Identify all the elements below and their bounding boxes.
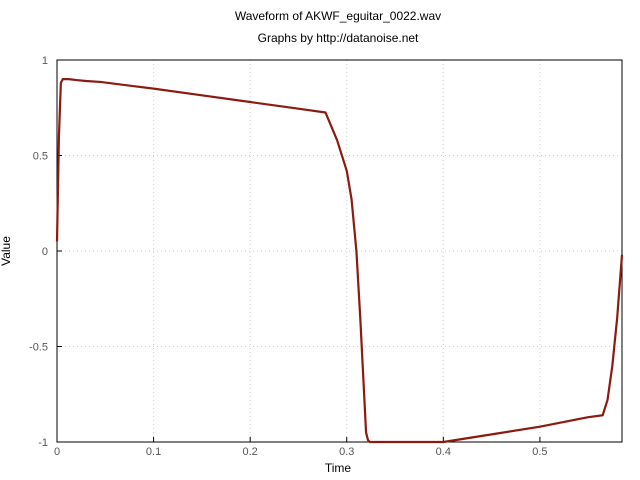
- x-tick-label: 0.2: [243, 446, 258, 458]
- y-tick-label: 0.5: [33, 151, 48, 163]
- x-tick-label: 0.1: [146, 446, 161, 458]
- chart-subtitle: Graphs by http://datanoise.net: [258, 31, 419, 45]
- y-tick-label: -1: [38, 437, 48, 449]
- y-axis-label: Value: [0, 236, 13, 266]
- x-axis-ticks: 0 0.1 0.2 0.3 0.4 0.5: [54, 437, 548, 458]
- x-tick-label: 0.4: [436, 446, 451, 458]
- x-tick-label: 0.3: [339, 446, 354, 458]
- y-tick-label: -0.5: [29, 342, 48, 354]
- x-tick-label: 0: [54, 446, 60, 458]
- x-tick-label: 0.5: [532, 446, 547, 458]
- grid-lines: [56, 59, 622, 443]
- series-line: [55, 78, 624, 444]
- chart-title: Waveform of AKWF_eguitar_0022.wav: [235, 9, 441, 23]
- y-tick-label: 0: [42, 246, 48, 258]
- y-tick-label: 1: [42, 55, 48, 67]
- x-axis-label: Time: [325, 461, 352, 475]
- y-axis-ticks: 1 0.5 0 -0.5 -1: [29, 55, 62, 449]
